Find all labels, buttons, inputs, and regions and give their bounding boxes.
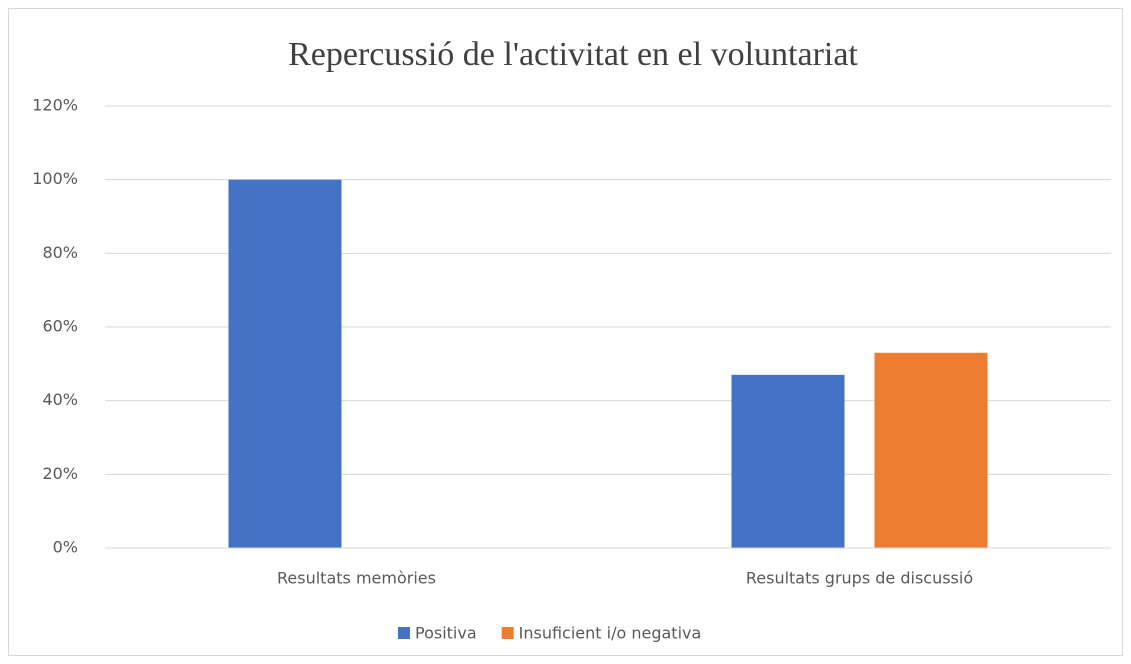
bar — [874, 352, 988, 548]
y-tick-label: 60% — [42, 317, 78, 336]
chart-title: Repercussió de l'activitat en el volunta… — [288, 36, 858, 73]
x-tick-label: Resultats grups de discussió — [746, 569, 973, 588]
legend-swatch — [501, 627, 514, 639]
x-tick-label: Resultats memòries — [277, 569, 436, 588]
y-tick-label: 100% — [32, 169, 78, 188]
legend-swatch — [398, 627, 410, 639]
y-tick-label: 20% — [42, 464, 78, 483]
y-tick-label: 80% — [42, 243, 78, 262]
bar — [228, 179, 342, 548]
legend-label: Insuficient i/o negativa — [519, 624, 702, 643]
y-tick-label: 40% — [42, 390, 78, 409]
bar — [731, 374, 845, 548]
y-tick-label: 0% — [53, 538, 78, 557]
legend-label: Positiva — [415, 624, 477, 643]
y-tick-label: 120% — [32, 96, 78, 115]
